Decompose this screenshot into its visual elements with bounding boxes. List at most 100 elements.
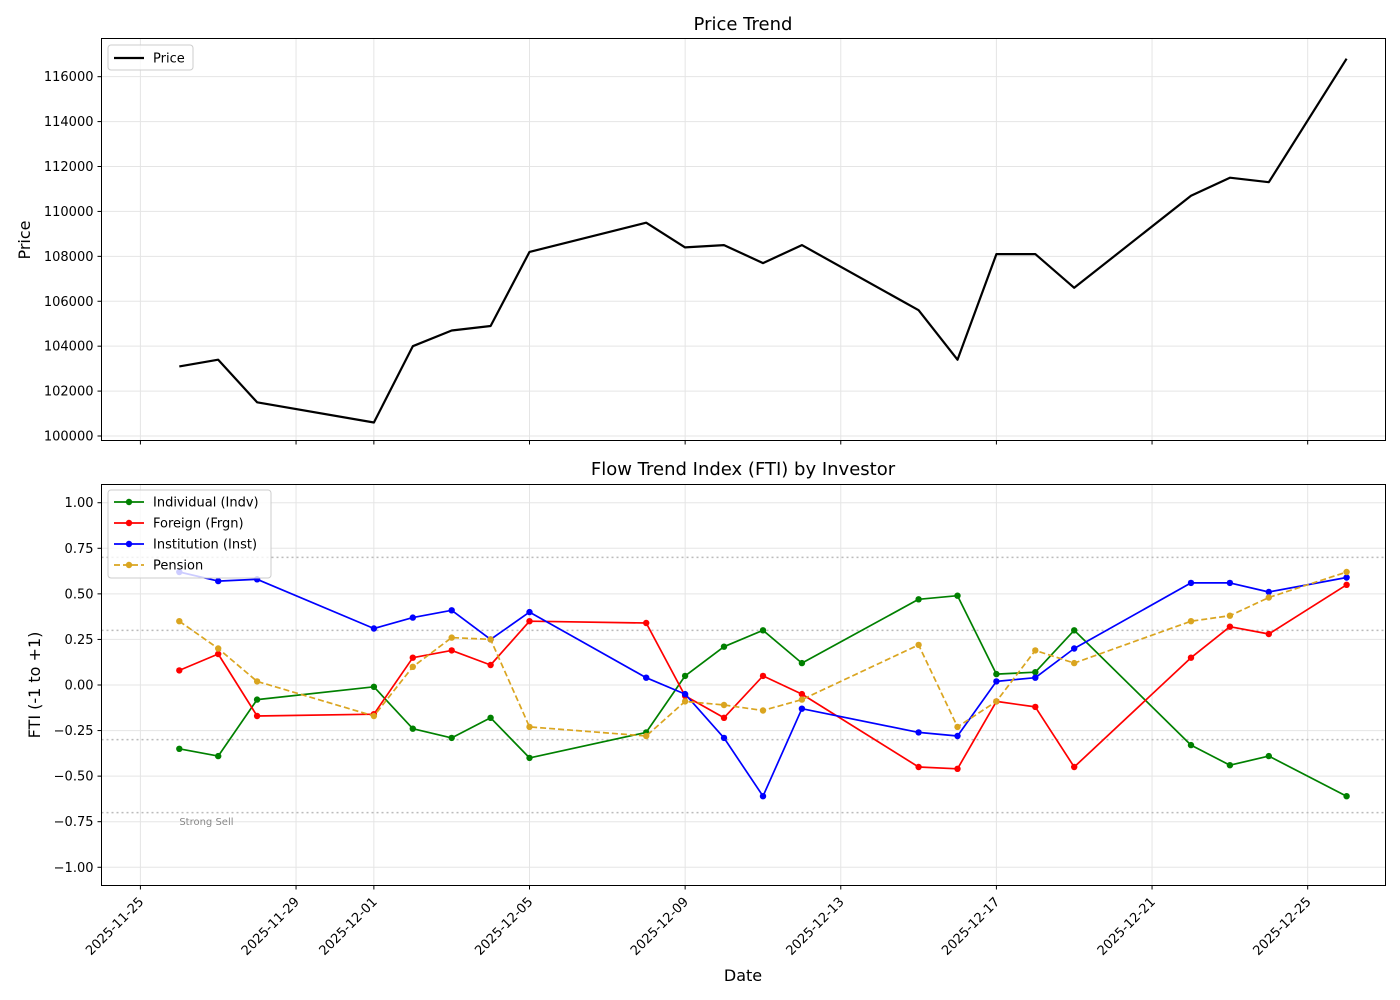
price-x-ticks (139, 440, 1309, 445)
y-tick-label: 108000 (44, 250, 94, 265)
legend-label-foreign-frgn: Foreign (Frgn) (153, 517, 244, 532)
data-point-pension (759, 707, 767, 714)
data-point-individual-indv (526, 754, 533, 762)
legend-marker-foreign-frgn (125, 519, 133, 527)
data-point-pension (1226, 612, 1234, 619)
y-tick-label: 116000 (44, 70, 94, 85)
data-point-institution-inst (1187, 579, 1195, 587)
legend-box (107, 44, 194, 71)
data-point-pension (215, 645, 222, 652)
fti-reference-lines (101, 556, 1386, 814)
data-point-individual-indv (681, 672, 689, 680)
data-point-foreign-frgn (1265, 630, 1273, 638)
fti-chart-lines (176, 568, 1350, 800)
price-y-axis-label: Price (15, 220, 34, 259)
data-point-foreign-frgn (409, 654, 416, 661)
data-point-institution-inst (370, 625, 378, 632)
x-tick-label: 2025-12-25 (1250, 895, 1314, 959)
legend-label-pension: Pension (153, 559, 203, 574)
series-pension (176, 568, 1350, 740)
series-line-price (179, 58, 1348, 424)
y-tick-label: 0.00 (65, 679, 94, 694)
data-point-individual-indv (409, 725, 416, 732)
data-point-foreign-frgn (448, 647, 455, 654)
data-point-pension (487, 636, 494, 643)
price-y-ticks: 100000 102000 104000 106000 108000 110000 1120… (44, 70, 102, 445)
y-tick-label: 0.75 (65, 542, 94, 557)
data-point-individual-indv (253, 696, 261, 703)
data-point-institution-inst (915, 729, 922, 736)
data-point-institution-inst (215, 577, 222, 585)
data-point-foreign-frgn (798, 690, 806, 698)
fti-x-ticks: 2025-11-25 2025-11-29 2025-12-01 2025-12-05… (83, 885, 1315, 959)
legend-marker-pension (125, 561, 133, 569)
data-point-pension (409, 663, 416, 670)
data-point-institution-inst (643, 674, 650, 681)
data-point-institution-inst (681, 690, 689, 698)
series-line-institution-inst (179, 571, 1347, 798)
data-point-pension (681, 698, 689, 705)
data-point-pension (1187, 618, 1195, 625)
y-tick-label: −0.75 (54, 815, 94, 830)
x-tick-label: 2025-11-25 (83, 895, 147, 959)
price-chart-frame (101, 38, 1386, 441)
data-point-individual-indv (759, 627, 767, 634)
series-institution-inst (176, 568, 1350, 800)
data-point-pension (954, 723, 961, 731)
data-point-institution-inst (798, 705, 806, 712)
y-tick-label: 102000 (44, 385, 94, 400)
data-point-foreign-frgn (1226, 623, 1234, 630)
data-point-individual-indv (370, 683, 378, 690)
data-point-institution-inst (526, 608, 533, 616)
data-point-pension (1032, 647, 1039, 654)
series-line-pension (178, 571, 1347, 737)
series-individual-indv (176, 592, 1350, 800)
data-point-institution-inst (1071, 645, 1078, 652)
data-point-pension (370, 712, 378, 720)
fti-y-ticks: −1.00 −0.75 −0.50 −0.25 0.00 0.25 0.50 0.75 1.00 (54, 496, 102, 876)
data-point-institution-inst (1343, 574, 1350, 581)
legend-label-price: Price (153, 52, 185, 67)
legend-marker-institution-inst (125, 540, 133, 548)
fti-x-axis-label: Date (724, 966, 762, 985)
data-point-foreign-frgn (1032, 703, 1039, 711)
x-tick-label: 2025-12-17 (939, 895, 1003, 959)
fti-y-axis-label: FTI (-1 to +1) (25, 632, 44, 739)
x-tick-label: 2025-12-01 (317, 895, 381, 959)
data-point-individual-indv (1343, 793, 1350, 800)
data-point-institution-inst (759, 793, 767, 800)
y-tick-label: 0.50 (65, 587, 94, 602)
y-tick-label: −0.25 (54, 724, 94, 739)
legend-label-individual-indv: Individual (Indv) (153, 496, 259, 511)
data-point-institution-inst (1226, 579, 1234, 587)
data-point-pension (448, 634, 455, 641)
price-legend: Price (107, 44, 194, 71)
y-tick-label: −1.00 (54, 861, 94, 876)
fti-chart-title: Flow Trend Index (FTI) by Investor (591, 459, 896, 480)
data-point-foreign-frgn (759, 672, 767, 680)
data-point-pension (643, 732, 650, 740)
x-tick-label: 2025-12-21 (1095, 895, 1159, 959)
y-tick-label: −0.50 (54, 770, 94, 785)
data-point-individual-indv (215, 752, 222, 760)
series-foreign-frgn (176, 581, 1350, 772)
x-tick-label: 2025-12-05 (472, 895, 536, 959)
price-chart-panel: Price Trend 100000 102000 104000 106000 1080… (15, 14, 1386, 445)
data-point-foreign-frgn (253, 712, 261, 720)
y-tick-label: 112000 (44, 160, 94, 175)
y-tick-label: 100000 (44, 430, 94, 445)
price-chart-title: Price Trend (694, 14, 793, 35)
x-tick-label: 2025-11-29 (239, 895, 303, 959)
data-point-foreign-frgn (720, 714, 728, 721)
fti-annotations: Strong Sell (179, 817, 233, 828)
data-point-foreign-frgn (1343, 581, 1350, 588)
data-point-pension (176, 618, 183, 625)
data-point-individual-indv (798, 659, 806, 667)
data-point-pension (993, 698, 1000, 705)
data-point-pension (253, 678, 261, 685)
data-point-pension (1343, 568, 1350, 576)
price-chart-grid (101, 38, 1386, 441)
data-point-individual-indv (1187, 741, 1195, 749)
data-point-foreign-frgn (1187, 654, 1195, 661)
data-point-individual-indv (1226, 762, 1234, 769)
